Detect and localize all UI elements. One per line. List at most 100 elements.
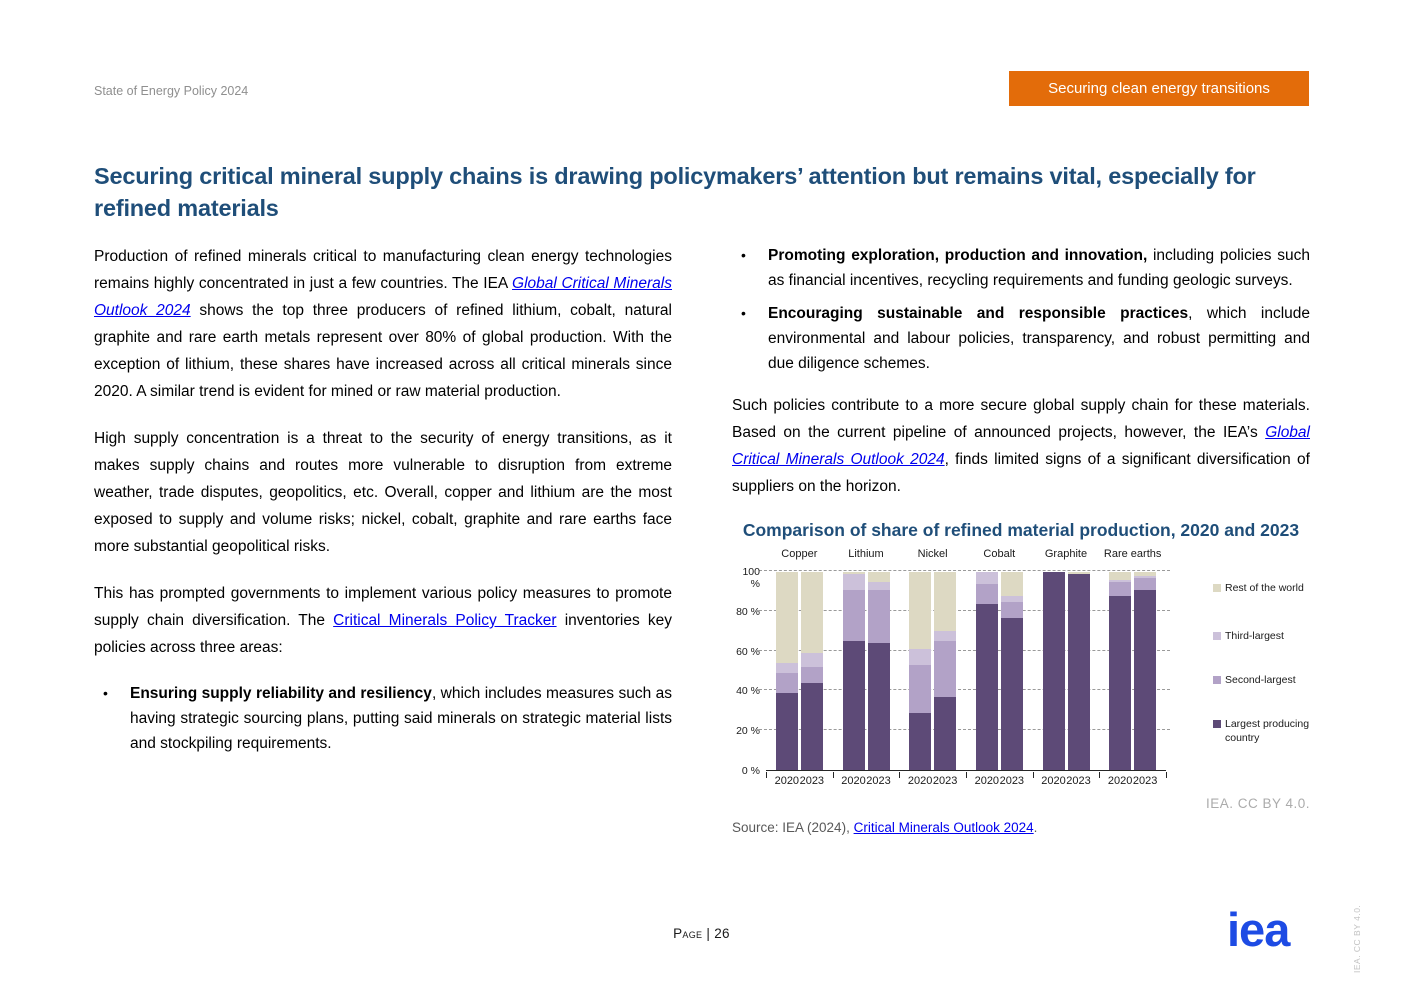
- x-axis-tick-label: 2020: [1041, 775, 1066, 787]
- axis-group-tick: [766, 772, 767, 778]
- paragraph-text: Such policies contribute to a more secur…: [732, 397, 1310, 441]
- legend-item-rest-of-the-world: Rest of the world: [1213, 582, 1304, 596]
- stacked-bar-chart: Copper Lithium Nickel Cobalt Graphite Rare ea…: [732, 546, 1310, 794]
- axis-group-tick: [1166, 772, 1167, 778]
- y-axis-tick-label: 40 %: [736, 685, 760, 698]
- bullet-sustainable-practices: • Encouraging sustainable and responsibl…: [732, 301, 1310, 376]
- bar-segment: [800, 667, 823, 683]
- bullet-bold-text: Promoting exploration, production and in…: [768, 247, 1148, 264]
- legend-label: Largest producing country: [1225, 718, 1310, 744]
- bar-segment: [1000, 601, 1023, 618]
- axis-group-tick: [899, 772, 901, 778]
- axis-group-tick: [1032, 772, 1034, 778]
- bullet-rest-text: , which includes measures such as having…: [130, 685, 672, 752]
- bullet-icon: •: [741, 305, 746, 321]
- bar-segment: [1109, 579, 1132, 582]
- bar-segment: [934, 641, 957, 697]
- chart-bar-cobalt-2020: [975, 572, 998, 770]
- chart-title: Comparison of share of refined material …: [742, 520, 1300, 540]
- bullet-bold-text: Ensuring supply reliability and resilien…: [130, 685, 432, 702]
- x-axis-tick-label: 2020: [1107, 775, 1133, 787]
- iea-logo: iea: [1227, 903, 1290, 956]
- legend-label: Third-largest: [1225, 630, 1284, 642]
- y-axis-tick-label: 100 %: [742, 566, 760, 590]
- bar-segment: [909, 649, 932, 666]
- x-axis-tick-label: 2023: [1066, 775, 1091, 787]
- y-axis-tick-label: 60 %: [736, 645, 760, 658]
- bar-segment: [1109, 581, 1132, 596]
- bullet-supply-reliability: • Ensuring supply reliability and resili…: [94, 681, 672, 756]
- x-axis-tick-label: 2023: [799, 775, 825, 787]
- chart-bar-cobalt-2023: [1000, 572, 1023, 770]
- bullet-rest-text: , which include environmental and labour…: [768, 305, 1310, 372]
- x-axis-tick-label: 2023: [866, 775, 891, 787]
- chart-group-label: Cobalt: [983, 548, 1016, 560]
- bar-segment: [934, 696, 957, 770]
- source-text: Source: IEA (2024),: [732, 820, 854, 835]
- legend-label: Rest of the world: [1225, 582, 1304, 594]
- chart-group-label: Nickel: [917, 548, 948, 560]
- bar-segment: [842, 574, 865, 590]
- bar-segment: [775, 672, 798, 693]
- chart-plot: [759, 570, 1170, 771]
- x-axis-tick-label: 2023: [999, 775, 1025, 787]
- bar-segment: [975, 583, 998, 604]
- page-title: Securing critical mineral supply chains …: [94, 163, 1256, 221]
- document-title: State of Energy Policy 2024: [94, 84, 249, 98]
- paragraph-policy-measures: This has prompted governments to impleme…: [94, 580, 672, 661]
- left-column: Production of refined minerals critical …: [94, 243, 672, 765]
- bar-segment: [934, 572, 957, 632]
- legend-item-second-largest: Second-largest: [1213, 674, 1296, 688]
- bar-segment: [842, 589, 865, 642]
- bar-segment: [1109, 595, 1132, 770]
- bar-segment: [975, 572, 998, 584]
- legend-swatch: [1213, 632, 1221, 640]
- chart-bar-copper-2023: [800, 572, 823, 770]
- bar-segment: [1109, 572, 1132, 580]
- bar-segment: [1000, 595, 1023, 602]
- link-source-critical-minerals-outlook[interactable]: Critical Minerals Outlook 2024: [853, 820, 1034, 835]
- link-global-critical-minerals-outlook[interactable]: Global Critical Minerals Outlook 2024: [94, 275, 672, 319]
- bar-segment: [1134, 575, 1157, 578]
- bullet-promoting-exploration: • Promoting exploration, production and …: [732, 243, 1310, 293]
- bar-segment: [867, 589, 890, 644]
- y-axis-tick-label: 20 %: [736, 725, 760, 738]
- bar-segment: [975, 603, 998, 770]
- bar-segment: [1134, 589, 1157, 770]
- x-axis-tick-label: 2020: [774, 775, 800, 787]
- chart-bar-lithium-2020: [842, 572, 865, 770]
- bullet-text: Ensuring supply reliability and resilien…: [130, 681, 672, 756]
- paragraph-text: shows the top three producers of refined…: [94, 302, 672, 400]
- y-axis-tick-label: 80 %: [736, 605, 760, 618]
- chart-bar-graphite-2020: [1042, 572, 1065, 770]
- bar-segment: [909, 572, 932, 650]
- axis-group-tick: [1099, 772, 1101, 778]
- chart-bar-nickel-2020: [909, 572, 932, 770]
- paragraph-text: This has prompted governments to impleme…: [94, 585, 672, 629]
- bar-segment: [800, 653, 823, 668]
- source-line: Source: IEA (2024), Critical Minerals Ou…: [732, 820, 1310, 835]
- bar-segment: [934, 631, 957, 642]
- chart-bar-nickel-2023: [934, 572, 957, 770]
- legend-swatch: [1213, 676, 1221, 684]
- legend-item-largest-producing-country: Largest producing country: [1213, 718, 1310, 745]
- chart-bar-lithium-2023: [867, 572, 890, 770]
- chapter-banner: Securing clean energy transitions: [1009, 71, 1309, 106]
- paragraph-production: Production of refined minerals critical …: [94, 243, 672, 405]
- bullet-bold-text: Encouraging sustainable and responsible …: [768, 305, 1189, 322]
- link-critical-minerals-policy-tracker[interactable]: Critical Minerals Policy Tracker: [333, 612, 557, 629]
- legend-label: Second-largest: [1225, 674, 1296, 686]
- axis-group-tick: [832, 772, 834, 778]
- chapter-banner-label: Securing clean energy transitions: [1048, 80, 1270, 97]
- bar-segment: [800, 572, 823, 654]
- legend-swatch: [1213, 584, 1221, 592]
- bullet-text: Encouraging sustainable and responsible …: [768, 301, 1310, 376]
- x-axis-tick-label: 2023: [932, 775, 958, 787]
- link-global-critical-minerals-outlook-2[interactable]: Global Critical Minerals Outlook 2024: [732, 424, 1310, 468]
- x-axis-tick-label: 2023: [1132, 775, 1158, 787]
- axis-group-tick: [966, 772, 967, 778]
- side-license-note: IEA. CC BY 4.0.: [1352, 904, 1362, 973]
- bullet-rest-text: including policies such as financial inc…: [768, 247, 1310, 289]
- bar-segment: [1067, 573, 1090, 770]
